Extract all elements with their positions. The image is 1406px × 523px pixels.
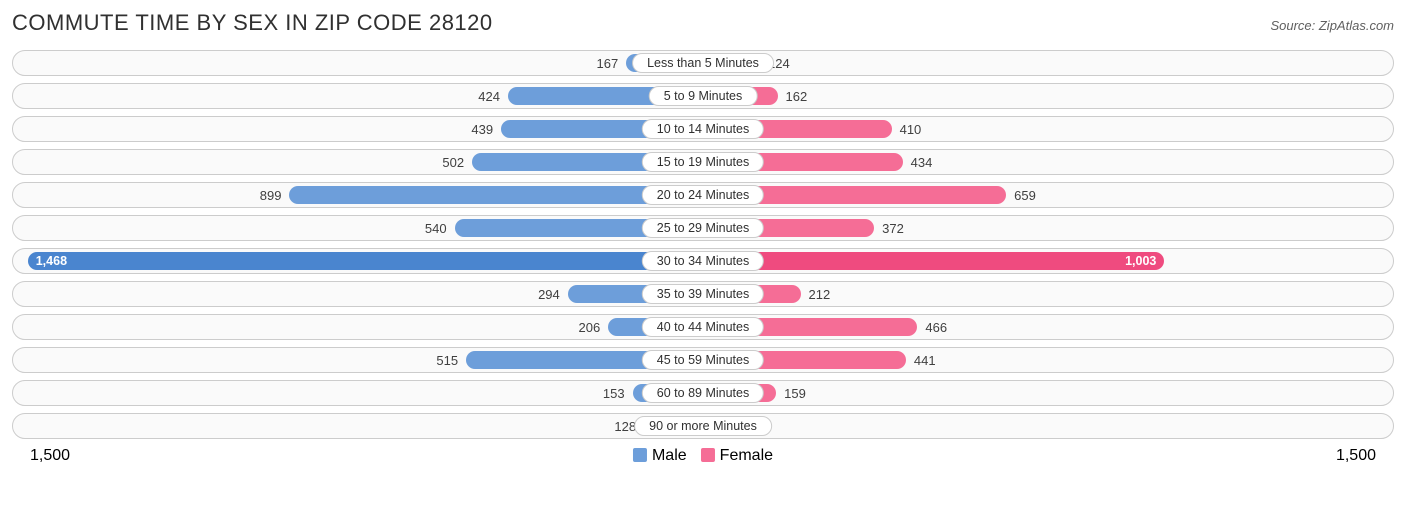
- legend-female: Female: [701, 447, 773, 465]
- female-value: 659: [1006, 188, 1044, 203]
- male-value: 899: [252, 188, 290, 203]
- category-pill: 20 to 24 Minutes: [642, 185, 764, 205]
- category-pill: 60 to 89 Minutes: [642, 383, 764, 403]
- chart-row: 515 441 45 to 59 Minutes: [12, 347, 1394, 373]
- chart-footer: 1,500 Male Female 1,500: [12, 446, 1394, 466]
- female-value: 466: [917, 320, 955, 335]
- chart-row: 899 659 20 to 24 Minutes: [12, 182, 1394, 208]
- male-value: 502: [434, 155, 472, 170]
- chart-row: 294 212 35 to 39 Minutes: [12, 281, 1394, 307]
- category-pill: 35 to 39 Minutes: [642, 284, 764, 304]
- female-value: 372: [874, 221, 912, 236]
- category-pill: 45 to 59 Minutes: [642, 350, 764, 370]
- chart-title: COMMUTE TIME BY SEX IN ZIP CODE 28120: [12, 10, 493, 36]
- male-value: 439: [463, 122, 501, 137]
- legend: Male Female: [633, 447, 773, 465]
- female-value: 159: [776, 386, 814, 401]
- category-pill: 25 to 29 Minutes: [642, 218, 764, 238]
- axis-max-left: 1,500: [30, 447, 70, 465]
- chart-row: 424 162 5 to 9 Minutes: [12, 83, 1394, 109]
- category-pill: Less than 5 Minutes: [632, 53, 774, 73]
- male-value: 540: [417, 221, 455, 236]
- female-bar: 1,003: [703, 252, 1164, 270]
- category-pill: 30 to 34 Minutes: [642, 251, 764, 271]
- category-pill: 5 to 9 Minutes: [649, 86, 758, 106]
- male-value: 167: [588, 56, 626, 71]
- male-value: 515: [428, 353, 466, 368]
- male-value: 294: [530, 287, 568, 302]
- chart-row: 502 434 15 to 19 Minutes: [12, 149, 1394, 175]
- category-pill: 15 to 19 Minutes: [642, 152, 764, 172]
- chart-row: 206 466 40 to 44 Minutes: [12, 314, 1394, 340]
- legend-male-label: Male: [652, 447, 687, 464]
- male-value: 153: [595, 386, 633, 401]
- female-value: 434: [903, 155, 941, 170]
- chart-row: 439 410 10 to 14 Minutes: [12, 116, 1394, 142]
- category-pill: 90 or more Minutes: [634, 416, 772, 436]
- legend-male: Male: [633, 447, 687, 465]
- female-value: 441: [906, 353, 944, 368]
- chart-row: 1282290 or more Minutes: [12, 413, 1394, 439]
- category-pill: 40 to 44 Minutes: [642, 317, 764, 337]
- chart-source: Source: ZipAtlas.com: [1270, 18, 1394, 33]
- chart-row: 153 159 60 to 89 Minutes: [12, 380, 1394, 406]
- male-swatch: [633, 448, 647, 462]
- category-pill: 10 to 14 Minutes: [642, 119, 764, 139]
- diverging-bar-chart: 167124Less than 5 Minutes 424 162 5 to 9 Mi…: [12, 50, 1394, 439]
- legend-female-label: Female: [720, 447, 773, 464]
- female-value: 162: [778, 89, 816, 104]
- chart-row: 540 372 25 to 29 Minutes: [12, 215, 1394, 241]
- male-value: 206: [571, 320, 609, 335]
- female-value: 410: [892, 122, 930, 137]
- male-bar: 1,468: [28, 252, 703, 270]
- female-value: 212: [801, 287, 839, 302]
- chart-row: 1,4681,00330 to 34 Minutes: [12, 248, 1394, 274]
- axis-max-right: 1,500: [1336, 447, 1376, 465]
- female-swatch: [701, 448, 715, 462]
- chart-row: 167124Less than 5 Minutes: [12, 50, 1394, 76]
- male-value: 424: [470, 89, 508, 104]
- chart-header: COMMUTE TIME BY SEX IN ZIP CODE 28120 So…: [12, 10, 1394, 36]
